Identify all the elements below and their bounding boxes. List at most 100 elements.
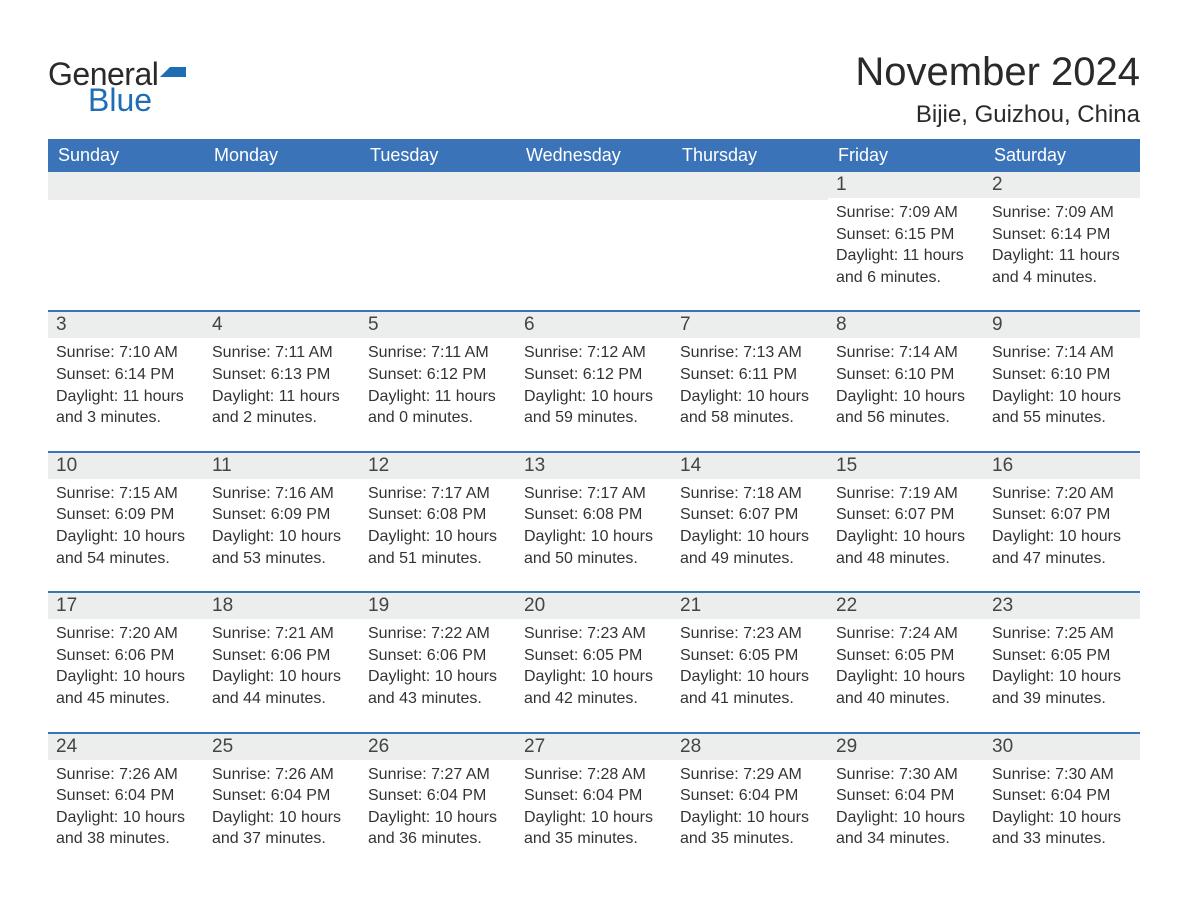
- calendar-day-cell: 25 Sunrise: 7:26 AMSunset: 6:04 PMDayligh…: [204, 732, 360, 868]
- day-details: Sunrise: 7:10 AMSunset: 6:14 PMDaylight:…: [48, 338, 204, 428]
- weekday-header-cell: Thursday: [672, 139, 828, 172]
- day-details: Sunrise: 7:21 AMSunset: 6:06 PMDaylight:…: [204, 619, 360, 709]
- day-details: Sunrise: 7:22 AMSunset: 6:06 PMDaylight:…: [360, 619, 516, 709]
- day-details: Sunrise: 7:29 AMSunset: 6:04 PMDaylight:…: [672, 760, 828, 850]
- sunrise-line: Sunrise: 7:17 AM: [368, 483, 508, 505]
- calendar-day-cell: 9Sunrise: 7:14 AMSunset: 6:10 PMDaylight…: [984, 310, 1140, 446]
- calendar-day-cell: 10Sunrise: 7:15 AMSunset: 6:09 PMDayligh…: [48, 451, 204, 587]
- sunrise-line: Sunrise: 7:20 AM: [992, 483, 1132, 505]
- calendar-day-cell: 7Sunrise: 7:13 AMSunset: 6:11 PMDaylight…: [672, 310, 828, 446]
- day-details: Sunrise: 7:26 AMSunset: 6:04 PMDaylight:…: [48, 760, 204, 850]
- daylight-line: Daylight: 10 hours and 48 minutes.: [836, 526, 976, 569]
- day-number: 18: [204, 591, 360, 619]
- sunrise-line: Sunrise: 7:14 AM: [836, 342, 976, 364]
- calendar-day-cell: 18Sunrise: 7:21 AMSunset: 6:06 PMDayligh…: [204, 591, 360, 727]
- weekday-header-cell: Tuesday: [360, 139, 516, 172]
- sunset-line: Sunset: 6:04 PM: [212, 785, 352, 807]
- calendar-day-cell: 24Sunrise: 7:26 AMSunset: 6:04 PMDayligh…: [48, 732, 204, 868]
- day-number: 1: [828, 172, 984, 198]
- daylight-line: Daylight: 10 hours and 35 minutes.: [680, 807, 820, 850]
- day-details: Sunrise: 7:11 AMSunset: 6:12 PMDaylight:…: [360, 338, 516, 428]
- day-details: Sunrise: 7:11 AMSunset: 6:13 PMDaylight:…: [204, 338, 360, 428]
- sunset-line: Sunset: 6:04 PM: [992, 785, 1132, 807]
- day-details: Sunrise: 7:16 AMSunset: 6:09 PMDaylight:…: [204, 479, 360, 569]
- calendar-week-row: 1Sunrise: 7:09 AMSunset: 6:15 PMDaylight…: [48, 172, 1140, 306]
- sunset-line: Sunset: 6:12 PM: [368, 364, 508, 386]
- daylight-line: Daylight: 10 hours and 42 minutes.: [524, 666, 664, 709]
- logo-text: General Blue: [48, 58, 188, 116]
- day-details: Sunrise: 7:30 AMSunset: 6:04 PMDaylight:…: [984, 760, 1140, 850]
- sunset-line: Sunset: 6:04 PM: [56, 785, 196, 807]
- calendar: SundayMondayTuesdayWednesdayThursdayFrid…: [48, 139, 1140, 868]
- day-details: Sunrise: 7:09 AMSunset: 6:15 PMDaylight:…: [828, 198, 984, 288]
- calendar-week-row: 10Sunrise: 7:15 AMSunset: 6:09 PMDayligh…: [48, 451, 1140, 587]
- sunrise-line: Sunrise: 7:29 AM: [680, 764, 820, 786]
- sunset-line: Sunset: 6:07 PM: [836, 504, 976, 526]
- weekday-header-cell: Wednesday: [516, 139, 672, 172]
- day-number: 20: [516, 591, 672, 619]
- daylight-line: Daylight: 10 hours and 37 minutes.: [212, 807, 352, 850]
- daylight-line: Daylight: 10 hours and 50 minutes.: [524, 526, 664, 569]
- sunset-line: Sunset: 6:09 PM: [212, 504, 352, 526]
- day-details: Sunrise: 7:18 AMSunset: 6:07 PMDaylight:…: [672, 479, 828, 569]
- day-number: 4: [204, 310, 360, 338]
- day-number: 9: [984, 310, 1140, 338]
- day-number: 2: [984, 172, 1140, 198]
- day-details: Sunrise: 7:17 AMSunset: 6:08 PMDaylight:…: [360, 479, 516, 569]
- daylight-line: Daylight: 10 hours and 51 minutes.: [368, 526, 508, 569]
- day-number: 25: [204, 732, 360, 760]
- day-number: 7: [672, 310, 828, 338]
- weekday-header-cell: Friday: [828, 139, 984, 172]
- daylight-line: Daylight: 10 hours and 53 minutes.: [212, 526, 352, 569]
- day-details: Sunrise: 7:25 AMSunset: 6:05 PMDaylight:…: [984, 619, 1140, 709]
- day-details: Sunrise: 7:14 AMSunset: 6:10 PMDaylight:…: [984, 338, 1140, 428]
- calendar-body: 1Sunrise: 7:09 AMSunset: 6:15 PMDaylight…: [48, 172, 1140, 868]
- day-details: Sunrise: 7:20 AMSunset: 6:07 PMDaylight:…: [984, 479, 1140, 569]
- empty-day-bar: [360, 172, 516, 200]
- weekday-header-cell: Saturday: [984, 139, 1140, 172]
- day-number: 19: [360, 591, 516, 619]
- sunset-line: Sunset: 6:04 PM: [680, 785, 820, 807]
- sunrise-line: Sunrise: 7:12 AM: [524, 342, 664, 364]
- daylight-line: Daylight: 10 hours and 45 minutes.: [56, 666, 196, 709]
- day-number: 22: [828, 591, 984, 619]
- sunrise-line: Sunrise: 7:17 AM: [524, 483, 664, 505]
- day-details: Sunrise: 7:30 AMSunset: 6:04 PMDaylight:…: [828, 760, 984, 850]
- day-number: 8: [828, 310, 984, 338]
- calendar-day-cell: 16Sunrise: 7:20 AMSunset: 6:07 PMDayligh…: [984, 451, 1140, 587]
- daylight-line: Daylight: 11 hours and 0 minutes.: [368, 386, 508, 429]
- daylight-line: Daylight: 10 hours and 35 minutes.: [524, 807, 664, 850]
- calendar-day-cell: [48, 172, 204, 306]
- day-number: 23: [984, 591, 1140, 619]
- weekday-header-row: SundayMondayTuesdayWednesdayThursdayFrid…: [48, 139, 1140, 172]
- calendar-day-cell: 1Sunrise: 7:09 AMSunset: 6:15 PMDaylight…: [828, 172, 984, 306]
- daylight-line: Daylight: 11 hours and 6 minutes.: [836, 245, 976, 288]
- day-details: Sunrise: 7:19 AMSunset: 6:07 PMDaylight:…: [828, 479, 984, 569]
- sunset-line: Sunset: 6:08 PM: [368, 504, 508, 526]
- calendar-day-cell: 8Sunrise: 7:14 AMSunset: 6:10 PMDaylight…: [828, 310, 984, 446]
- sunrise-line: Sunrise: 7:27 AM: [368, 764, 508, 786]
- sunset-line: Sunset: 6:15 PM: [836, 224, 976, 246]
- sunrise-line: Sunrise: 7:14 AM: [992, 342, 1132, 364]
- calendar-day-cell: 5Sunrise: 7:11 AMSunset: 6:12 PMDaylight…: [360, 310, 516, 446]
- empty-day-bar: [516, 172, 672, 200]
- day-details: Sunrise: 7:23 AMSunset: 6:05 PMDaylight:…: [672, 619, 828, 709]
- sunrise-line: Sunrise: 7:26 AM: [212, 764, 352, 786]
- calendar-day-cell: [360, 172, 516, 306]
- day-number: 26: [360, 732, 516, 760]
- sunrise-line: Sunrise: 7:24 AM: [836, 623, 976, 645]
- sunset-line: Sunset: 6:06 PM: [212, 645, 352, 667]
- sunrise-line: Sunrise: 7:09 AM: [992, 202, 1132, 224]
- calendar-day-cell: 23Sunrise: 7:25 AMSunset: 6:05 PMDayligh…: [984, 591, 1140, 727]
- daylight-line: Daylight: 10 hours and 59 minutes.: [524, 386, 664, 429]
- daylight-line: Daylight: 10 hours and 33 minutes.: [992, 807, 1132, 850]
- calendar-day-cell: 29Sunrise: 7:30 AMSunset: 6:04 PMDayligh…: [828, 732, 984, 868]
- sunrise-line: Sunrise: 7:22 AM: [368, 623, 508, 645]
- calendar-day-cell: 11Sunrise: 7:16 AMSunset: 6:09 PMDayligh…: [204, 451, 360, 587]
- location-subtitle: Bijie, Guizhou, China: [855, 101, 1140, 129]
- daylight-line: Daylight: 10 hours and 58 minutes.: [680, 386, 820, 429]
- day-number: 10: [48, 451, 204, 479]
- sunset-line: Sunset: 6:10 PM: [992, 364, 1132, 386]
- weekday-header-cell: Sunday: [48, 139, 204, 172]
- calendar-day-cell: 6Sunrise: 7:12 AMSunset: 6:12 PMDaylight…: [516, 310, 672, 446]
